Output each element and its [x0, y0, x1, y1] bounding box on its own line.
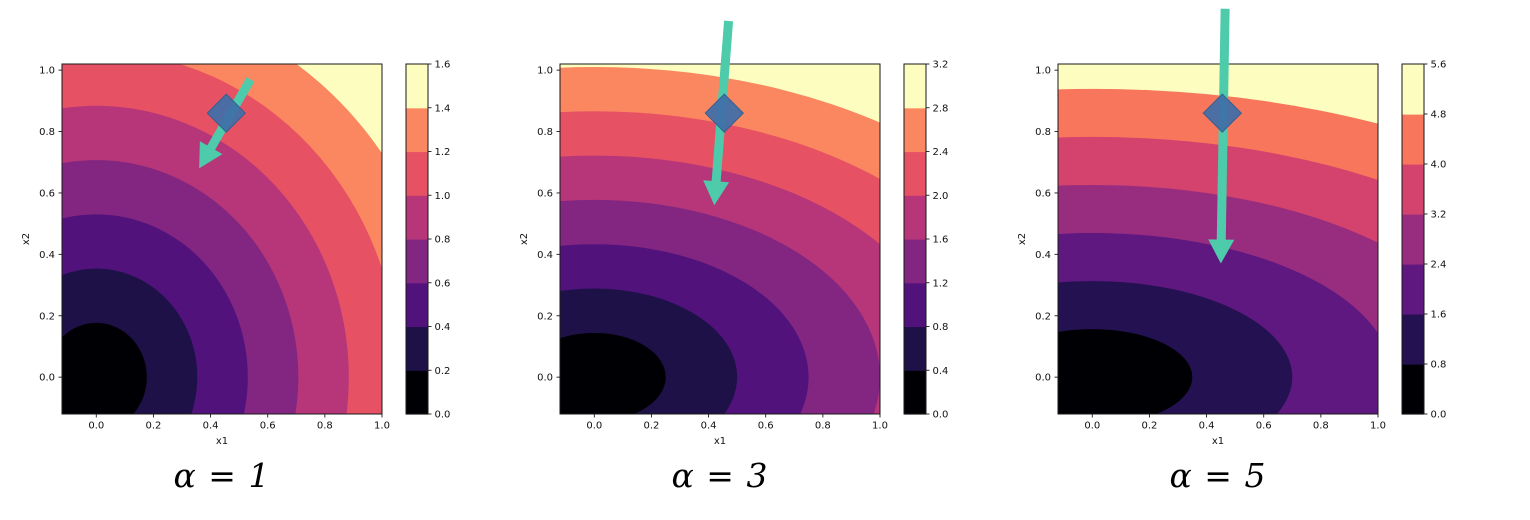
x-tick-label: 0.0 — [88, 421, 104, 432]
colorbar-tick-label: 3.2 — [933, 60, 949, 71]
colorbar-tick-label: 2.0 — [933, 191, 949, 202]
x-tick-label: 0.2 — [1141, 421, 1157, 432]
colorbar: 0.0 0.8 1.6 2.4 3.2 4.0 4.8 5.6 — [1401, 60, 1447, 421]
y-tick-label: 0.4 — [537, 250, 553, 261]
x-tick-label: 0.4 — [701, 421, 717, 432]
y-axis-label: x2 — [1017, 233, 1028, 245]
colorbar-tick-label: 0.6 — [435, 278, 451, 289]
y-tick-label: 0.6 — [537, 188, 553, 199]
colorbar-tick-label: 0.0 — [435, 410, 451, 421]
colorbar-tick-label: 1.4 — [435, 103, 451, 114]
colorbar-tick-label: 1.2 — [435, 147, 451, 158]
colorbar-tick-label: 0.4 — [435, 322, 451, 333]
gradient-arrow-head — [199, 141, 223, 169]
figure-row: 0.0 0.2 0.4 0.6 0.8 1.0 0.0 0.2 0.4 0.6 0.8 1.0 x1 x2… — [14, 6, 1480, 496]
y-tick-label: 0.6 — [39, 188, 55, 199]
axes-frame — [61, 63, 383, 415]
colorbar-tick-label: 1.2 — [933, 278, 949, 289]
x-tick-label: 1.0 — [374, 421, 390, 432]
figure-caption-alpha-5: α = 5 — [1169, 456, 1267, 495]
x-tick-label: 0.6 — [260, 421, 276, 432]
contour-bands — [560, 64, 880, 414]
y-tick-label: 0.2 — [1035, 311, 1051, 322]
colorbar-tick-label: 4.8 — [1431, 110, 1447, 121]
y-tick-label: 0.4 — [1035, 250, 1051, 261]
colorbar-tick-label: 3.2 — [1431, 210, 1447, 221]
contour-figure-alpha-5: 0.0 0.2 0.4 0.6 0.8 1.0 0.0 0.2 0.4 0.6 0.8 1.0 x1 x2… — [1010, 6, 1480, 495]
y-tick-label: 1.0 — [39, 66, 55, 77]
colorbar-tick-label: 4.0 — [1431, 160, 1447, 171]
y-tick-label: 0.0 — [39, 373, 55, 384]
x-tick-label: 0.0 — [1084, 421, 1100, 432]
current-point-marker — [704, 93, 744, 133]
y-tick-label: 0.6 — [1035, 188, 1051, 199]
contour-plot-alpha-3: 0.0 0.2 0.4 0.6 0.8 1.0 0.0 0.2 0.4 0.6 0.8 1.0 x1 x2… — [519, 20, 949, 447]
gradient-arrow-head — [1208, 239, 1235, 264]
x-tick-label: 0.8 — [1313, 421, 1329, 432]
x-axis-label: x1 — [1212, 436, 1224, 447]
x-tick-label: 0.4 — [203, 421, 219, 432]
colorbar-tick-label: 2.4 — [933, 147, 949, 158]
axes-frame — [1057, 63, 1379, 415]
y-tick-label: 0.0 — [537, 373, 553, 384]
y-tick-label: 0.8 — [1035, 127, 1051, 138]
colorbar-tick-label: 5.6 — [1431, 60, 1447, 71]
y-tick-label: 0.2 — [537, 311, 553, 322]
contour-figure-alpha-1: 0.0 0.2 0.4 0.6 0.8 1.0 0.0 0.2 0.4 0.6 0.8 1.0 x1 x2… — [14, 6, 484, 496]
x-axis-label: x1 — [216, 436, 228, 447]
colorbar-tick-label: 1.6 — [933, 235, 949, 246]
contour-plot-alpha-5: 0.0 0.2 0.4 0.6 0.8 1.0 0.0 0.2 0.4 0.6 0.8 1.0 x1 x2… — [1017, 8, 1447, 447]
colorbar-tick-label: 1.6 — [435, 60, 451, 71]
axes-frame — [559, 63, 881, 415]
x-tick-label: 1.0 — [1370, 421, 1386, 432]
colorbar-tick-label: 0.0 — [1431, 410, 1447, 421]
figure-caption-alpha-3: α = 3 — [671, 456, 769, 495]
x-tick-label: 0.4 — [1199, 421, 1215, 432]
colorbar-tick-label: 0.2 — [435, 366, 451, 377]
colorbar: 0.0 0.2 0.4 0.6 0.8 1.0 1.2 1.4 1.6 — [405, 60, 451, 421]
y-tick-label: 1.0 — [1035, 66, 1051, 77]
x-tick-label: 0.2 — [145, 421, 161, 432]
colorbar-tick-label: 0.8 — [435, 235, 451, 246]
contour-figure-alpha-3: 0.0 0.2 0.4 0.6 0.8 1.0 0.0 0.2 0.4 0.6 0.8 1.0 x1 x2… — [512, 6, 982, 495]
y-tick-label: 0.8 — [39, 127, 55, 138]
colorbar-tick-label: 0.8 — [933, 322, 949, 333]
y-axis-label: x2 — [519, 233, 530, 245]
x-axis-label: x1 — [714, 436, 726, 447]
x-tick-label: 0.8 — [317, 421, 333, 432]
colorbar-tick-label: 0.0 — [933, 410, 949, 421]
x-tick-label: 0.6 — [1256, 421, 1272, 432]
y-tick-label: 0.4 — [39, 250, 55, 261]
y-axis-label: x2 — [21, 233, 32, 245]
x-tick-label: 0.8 — [815, 421, 831, 432]
x-tick-label: 0.0 — [586, 421, 602, 432]
colorbar-tick-label: 2.8 — [933, 103, 949, 114]
colorbar-tick-label: 0.8 — [1431, 360, 1447, 371]
colorbar-tick-label: 2.4 — [1431, 260, 1447, 271]
x-tick-label: 0.6 — [758, 421, 774, 432]
y-tick-label: 0.8 — [537, 127, 553, 138]
gradient-arrow-head — [703, 180, 730, 206]
colorbar-tick-label: 1.0 — [435, 191, 451, 202]
x-tick-label: 1.0 — [872, 421, 888, 432]
colorbar-tick-label: 0.4 — [933, 366, 949, 377]
y-tick-label: 0.2 — [39, 311, 55, 322]
colorbar-frame — [1401, 63, 1425, 415]
current-point-marker — [206, 93, 246, 133]
x-tick-label: 0.2 — [643, 421, 659, 432]
contour-bands — [62, 64, 382, 414]
current-point-marker — [1202, 93, 1242, 133]
colorbar-tick-label: 1.6 — [1431, 310, 1447, 321]
colorbar: 0.0 0.4 0.8 1.2 1.6 2.0 2.4 2.8 3.2 — [903, 60, 949, 421]
y-tick-label: 1.0 — [537, 66, 553, 77]
contour-plot-alpha-1: 0.0 0.2 0.4 0.6 0.8 1.0 0.0 0.2 0.4 0.6 0.8 1.0 x1 x2… — [21, 60, 451, 448]
figure-caption-alpha-1: α = 1 — [173, 456, 271, 495]
y-tick-label: 0.0 — [1035, 373, 1051, 384]
